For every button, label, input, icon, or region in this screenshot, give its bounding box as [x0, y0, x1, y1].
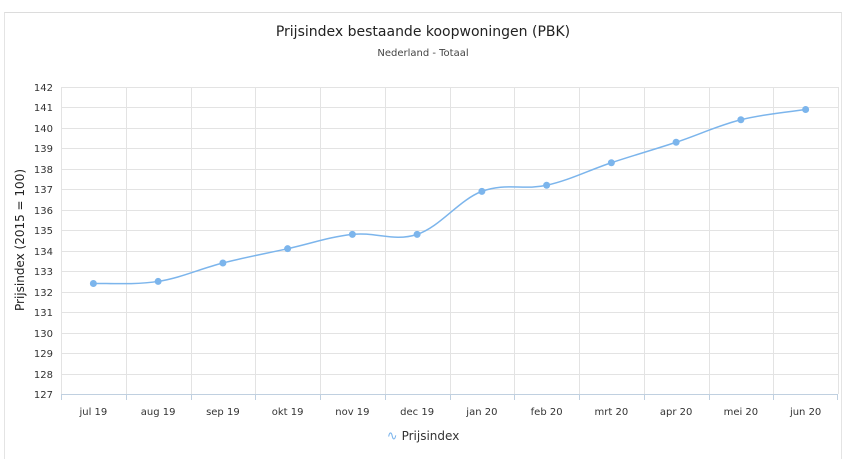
y-tick-label: 130 — [34, 329, 53, 340]
x-tick-label: jul 19 — [78, 407, 107, 418]
data-point-mrt-20[interactable] — [607, 159, 615, 167]
chart-frame — [4, 12, 842, 459]
chart-title: Prijsindex bestaande koopwoningen (PBK) — [275, 24, 571, 40]
y-tick-label: 136 — [34, 206, 53, 217]
data-point-jun-20[interactable] — [802, 106, 810, 114]
data-point-sep-19[interactable] — [219, 259, 227, 267]
x-tick-label: jun 20 — [789, 407, 821, 418]
line-marker-icon: ∿ — [386, 429, 398, 444]
data-point-jan-20[interactable] — [478, 187, 486, 195]
y-tick-label: 134 — [34, 247, 53, 258]
y-tick-label: 139 — [34, 144, 53, 155]
data-point-dec-19[interactable] — [413, 230, 421, 238]
y-tick-label: 131 — [34, 308, 53, 319]
y-tick-label: 137 — [34, 185, 53, 196]
data-point-aug-19[interactable] — [154, 277, 162, 285]
data-point-mei-20[interactable] — [737, 116, 745, 124]
y-tick-label: 135 — [34, 226, 53, 237]
x-tick-label: jan 20 — [465, 407, 497, 418]
y-tick-label: 140 — [34, 124, 53, 135]
grid — [61, 87, 839, 395]
data-point-apr-20[interactable] — [672, 138, 680, 146]
y-tick-label: 129 — [34, 349, 53, 360]
legend[interactable]: ∿ Prijsindex — [0, 429, 846, 444]
data-point-okt-19[interactable] — [284, 245, 292, 253]
x-tick-label: dec 19 — [400, 407, 434, 418]
chart-subtitle: Nederland - Totaal — [377, 48, 469, 59]
x-tick-label: apr 20 — [660, 407, 693, 418]
x-tick-label: nov 19 — [335, 407, 369, 418]
x-tick-label: mei 20 — [724, 407, 759, 418]
x-tick-label: okt 19 — [272, 407, 304, 418]
y-axis-title: Prijsindex (2015 = 100) — [13, 169, 27, 311]
legend-item-label: Prijsindex — [401, 429, 460, 443]
y-tick-label: 128 — [34, 370, 53, 381]
x-tick-label: aug 19 — [141, 407, 176, 418]
y-tick-label: 133 — [34, 267, 53, 278]
y-tick-label: 142 — [34, 83, 53, 94]
series-prijsindex[interactable] — [89, 106, 810, 287]
y-tick-label: 132 — [34, 288, 53, 299]
data-point-nov-19[interactable] — [348, 230, 356, 238]
data-point-feb-20[interactable] — [543, 181, 551, 189]
y-tick-label: 127 — [34, 390, 53, 401]
x-tick-label: feb 20 — [531, 407, 563, 418]
x-tick-label: sep 19 — [206, 407, 240, 418]
y-tick-label: 141 — [34, 103, 53, 114]
data-point-jul-19[interactable] — [89, 279, 97, 287]
series-line — [93, 108, 806, 285]
y-tick-label: 138 — [34, 165, 53, 176]
x-tick-label: mrt 20 — [595, 407, 629, 418]
axes: 127 128 129 130 131 132 133 134 135 136 137 138 139 1… — [34, 83, 838, 418]
